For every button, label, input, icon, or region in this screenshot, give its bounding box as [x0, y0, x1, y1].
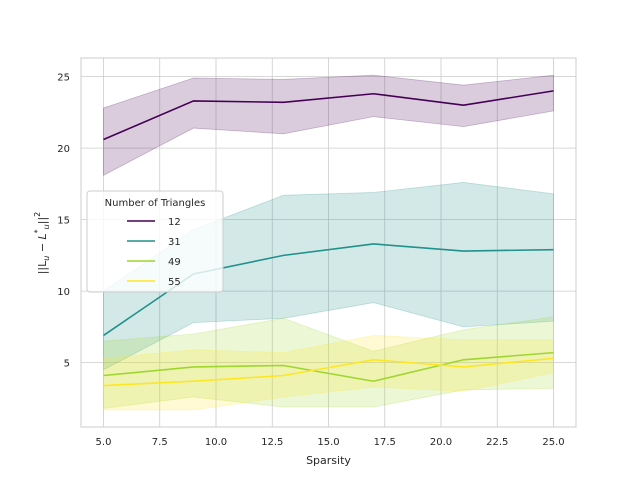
series-line-49	[103, 351, 554, 383]
y-tick-label: 25	[57, 73, 70, 84]
x-tick-label: 10.0	[205, 437, 227, 448]
confidence-band-49	[103, 316, 554, 409]
x-tick-labels: 5.0 7.5 10.0 12.5 15.0 17.5 20.0 22.5 25.0	[96, 437, 565, 448]
series-line-55	[103, 357, 554, 387]
y-tick-labels: 5 10 15 20 25	[57, 73, 70, 370]
legend-label: 12	[168, 217, 181, 228]
legend-label: 49	[168, 257, 181, 268]
x-tick-label: 12.5	[261, 437, 283, 448]
legend-title: Number of Triangles	[105, 198, 206, 209]
series-line-12	[103, 90, 554, 141]
x-tick-label: 7.5	[152, 437, 168, 448]
legend: Number of Triangles 12 31 49 55	[86, 190, 224, 293]
x-tick-label: 20.0	[430, 437, 452, 448]
y-tick-label: 15	[57, 216, 70, 227]
x-tick-label: 5.0	[96, 437, 112, 448]
legend-label: 31	[168, 237, 181, 248]
y-axis-label: ||Lu − L*u||2	[33, 212, 51, 275]
x-tick-label: 17.5	[374, 437, 396, 448]
x-axis-label: Sparsity	[306, 454, 351, 467]
x-tick-label: 15.0	[317, 437, 339, 448]
legend-label: 55	[168, 277, 181, 288]
y-tick-label: 10	[57, 287, 70, 298]
x-tick-label: 22.5	[486, 437, 508, 448]
x-tick-label: 25.0	[542, 437, 564, 448]
confidence-band-12	[103, 74, 554, 176]
y-tick-label: 5	[64, 359, 70, 370]
y-tick-label: 20	[57, 144, 70, 155]
confidence-bands	[103, 74, 554, 411]
plot-frame	[80, 57, 577, 428]
legend-entries: 12 31 49 55	[127, 217, 181, 288]
